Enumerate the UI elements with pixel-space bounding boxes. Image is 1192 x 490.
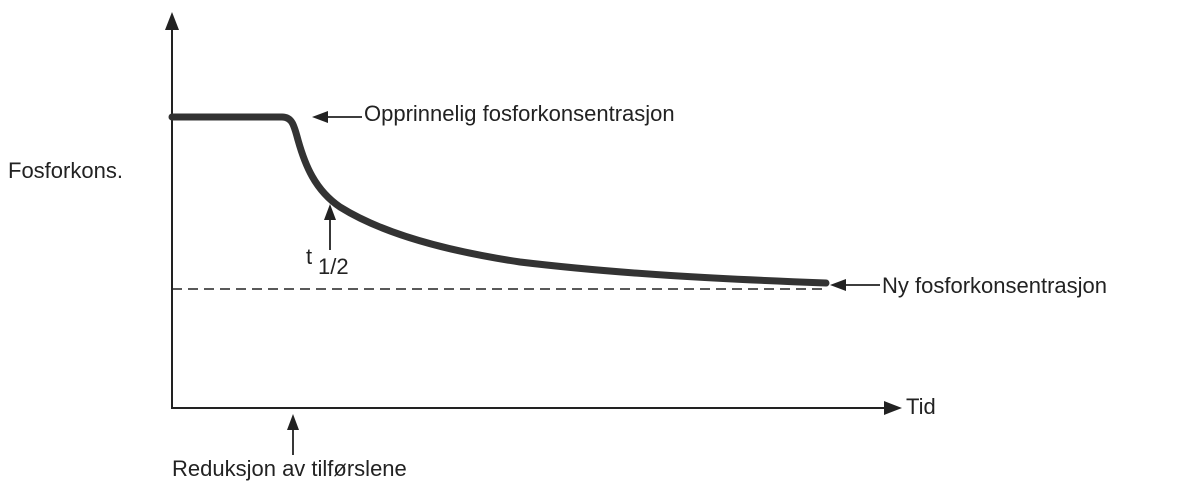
half-life-arrowhead [324,204,336,220]
x-axis-arrowhead [884,401,902,415]
new-arrowhead [830,279,846,291]
new-label: Ny fosforkonsentrasjon [882,273,1107,298]
initial-arrowhead [312,111,328,123]
x-axis-label: Tid [906,394,936,419]
reduction-label: Reduksjon av tilførslene [172,456,407,481]
half-life-subscript: 1/2 [318,254,349,279]
half-life-symbol: t [306,244,312,269]
reduction-arrowhead [287,414,299,430]
initial-label: Opprinnelig fosforkonsentrasjon [364,101,675,126]
y-axis-arrowhead [165,12,179,30]
concentration-curve [168,113,830,287]
y-axis-label: Fosforkons. [8,158,123,183]
